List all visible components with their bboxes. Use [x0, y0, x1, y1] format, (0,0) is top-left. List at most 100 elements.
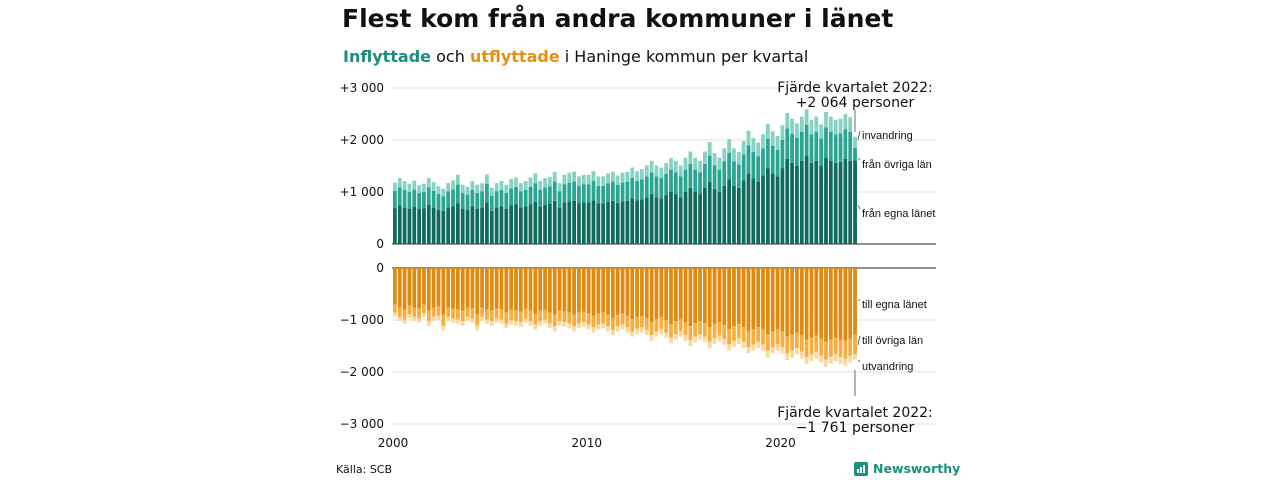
outflow-bar [746, 347, 751, 354]
inflow-bar [465, 209, 470, 244]
inflow-bar [533, 201, 538, 244]
outflow-bar [712, 338, 717, 344]
inflow-bar [567, 182, 572, 202]
inflow-bar [417, 208, 421, 244]
outflow-bar [683, 322, 688, 336]
outflow-bar [833, 337, 838, 355]
chart-subtitle: Inflyttade och utflyttade i Haninge komm… [343, 47, 808, 66]
outflow-bar [717, 268, 722, 323]
inflow-bar [722, 185, 727, 244]
outflow-bar [669, 324, 673, 338]
outflow-bar [504, 312, 509, 324]
outflow-bar [393, 312, 397, 317]
inflow-bar [741, 141, 746, 155]
inflow-bar [712, 153, 717, 166]
inflow-bar [436, 186, 441, 195]
inflow-bar [838, 133, 843, 162]
series-label: från egna länet [862, 208, 935, 220]
inflow-y-tick: +2 000 [340, 133, 384, 147]
outflow-bar [446, 268, 451, 308]
inflow-bar [838, 118, 843, 134]
newsworthy-logo[interactable]: Newsworthy [854, 461, 960, 476]
inflow-bar [727, 179, 731, 244]
outflow-bar [630, 268, 635, 319]
inflow-bar [775, 176, 780, 244]
inflow-bar [557, 183, 562, 192]
inflow-bar [741, 154, 746, 181]
outflow-bar [717, 322, 722, 336]
outflow-bar [664, 320, 669, 333]
outflow-bar [741, 341, 746, 349]
inflow-bar [693, 157, 698, 170]
outflow-bar [528, 268, 533, 311]
series-label: invandring [862, 130, 913, 142]
inflow-bar [591, 171, 596, 182]
outflow-bar [799, 268, 804, 336]
inflow-bar [538, 189, 543, 207]
outflow-bar [775, 329, 780, 345]
outflow-bar [485, 268, 489, 310]
inflow-bar [722, 148, 727, 162]
outflow-bar [824, 359, 828, 367]
outflow-bar [649, 335, 654, 341]
inflow-bar [819, 138, 824, 166]
outflow-bar [765, 268, 770, 335]
outflow-bar [572, 326, 576, 332]
inflow-bar [804, 155, 809, 244]
inflow-bar [770, 145, 775, 174]
outflow-bar [451, 308, 455, 319]
outflow-bar [509, 268, 514, 310]
inflow-bar [746, 145, 751, 174]
inflow-bar [543, 205, 547, 244]
outflow-bar [402, 309, 407, 320]
inflow-bar [644, 165, 649, 177]
series-pointer [857, 204, 861, 210]
inflow-bar [790, 133, 794, 163]
outflow-bar [795, 348, 799, 355]
annotation-top-line1: Fjärde kvartalet 2022: [777, 80, 933, 96]
inflow-bar [615, 184, 620, 203]
inflow-bar [431, 182, 436, 191]
inflow-bar [581, 174, 586, 185]
inflow-bar [799, 160, 804, 244]
outflow-bar [693, 268, 698, 324]
inflow-bar [480, 191, 484, 208]
outflow-bar [586, 324, 591, 330]
outflow-bar [431, 316, 436, 322]
inflow-bar [625, 181, 630, 201]
inflow-bar [809, 134, 814, 163]
outflow-bar [426, 310, 431, 322]
outflow-bar [819, 268, 824, 339]
outflow-bar [770, 347, 775, 354]
inflow-bar [795, 123, 799, 138]
inflow-bar [552, 171, 557, 182]
inflow-bar [625, 171, 630, 182]
inflow-bar [683, 169, 688, 192]
outflow-bar [426, 321, 431, 326]
inflow-bar [659, 198, 664, 244]
outflow-bar [765, 350, 770, 358]
inflow-bar [824, 127, 828, 158]
outflow-bar [586, 268, 591, 314]
inflow-bar [649, 194, 654, 244]
outflow-bar [596, 268, 601, 314]
outflow-bar [746, 331, 751, 348]
inflow-bar [848, 160, 853, 244]
inflow-bar [393, 190, 397, 209]
outflow-bar [698, 268, 702, 322]
outflow-bar [615, 326, 620, 332]
inflow-bar [746, 173, 751, 244]
outflow-bar [722, 268, 727, 326]
inflow-bar [698, 172, 702, 195]
inflow-bar [412, 189, 417, 207]
inflow-bar [451, 180, 455, 190]
outflow-y-tick: −3 000 [340, 417, 384, 431]
outflow-bar [562, 311, 567, 323]
outflow-bar [853, 268, 857, 335]
outflow-bar [499, 309, 504, 320]
outflow-bar [509, 320, 514, 325]
inflow-bar [673, 160, 678, 173]
outflow-bar [833, 354, 838, 362]
outflow-bar [591, 268, 596, 316]
outflow-bar [688, 268, 693, 327]
